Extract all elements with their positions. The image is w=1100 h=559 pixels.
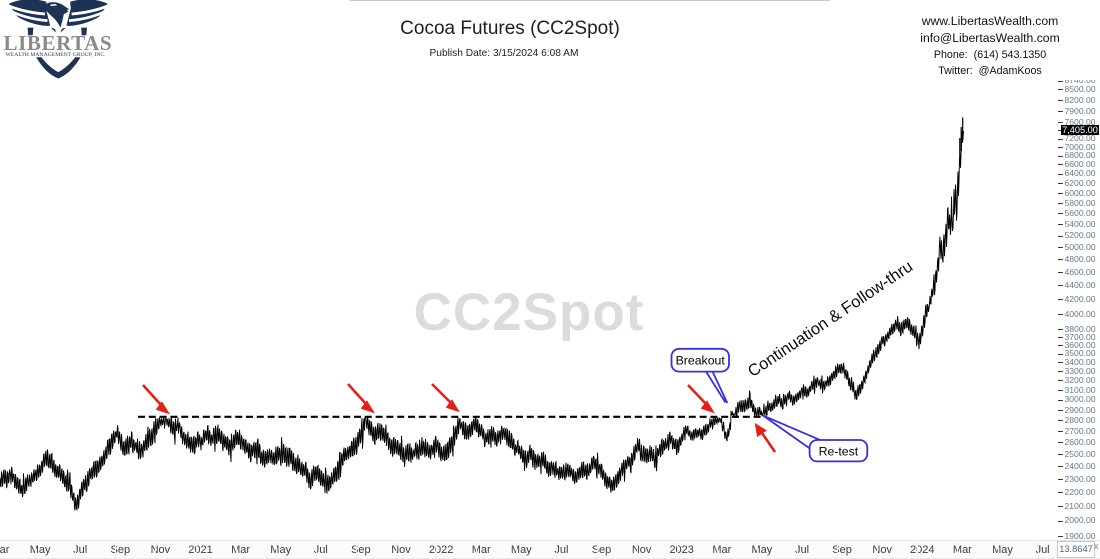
svg-text:Breakout: Breakout [676, 354, 726, 368]
svg-text:WEALTH MANAGEMENT GROUP, INC.: WEALTH MANAGEMENT GROUP, INC. [6, 52, 107, 58]
svg-text:LIBERTAS: LIBERTAS [4, 31, 113, 55]
svg-text:Continuation & Follow-thru: Continuation & Follow-thru [745, 257, 916, 380]
svg-text:Re-test: Re-test [819, 444, 859, 458]
